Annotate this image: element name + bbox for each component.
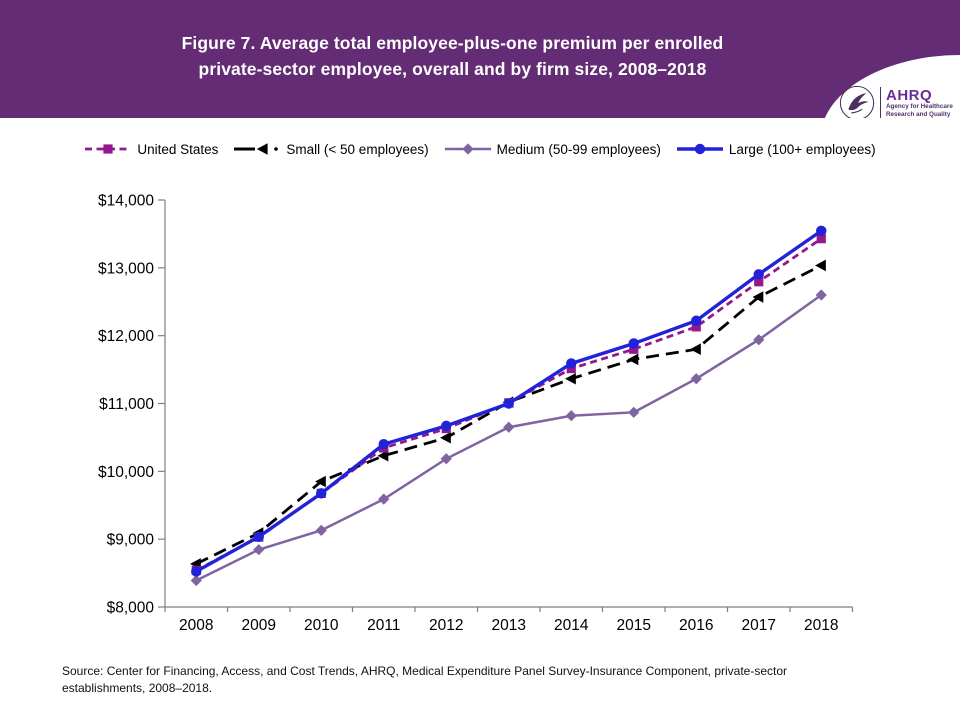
hhs-eagle-icon [839, 85, 875, 118]
axes: $14,000 $13,000 $12,000 $11,000 $10,000 $9,00… [98, 193, 854, 634]
marker-circle [316, 488, 327, 499]
marker-diamond [190, 574, 202, 587]
marker-square [629, 344, 639, 354]
marker-circle [691, 315, 702, 326]
marker-square [816, 234, 826, 244]
marker-circle [191, 566, 202, 577]
y-tick-label: $9,000 [107, 532, 155, 549]
marker-circle [753, 269, 764, 280]
marker-circle [441, 420, 452, 432]
x-tick-label: 2011 [367, 617, 400, 634]
marker-diamond [503, 421, 515, 433]
x-tick-label: 2014 [554, 617, 589, 634]
x-tick-label: 2008 [179, 617, 213, 634]
legend-label: Medium (50-99 employees) [496, 141, 661, 157]
marker-diamond [315, 524, 327, 536]
marker-triangle [752, 291, 764, 303]
x-tick-label: 2010 [304, 617, 339, 634]
marker-circle [628, 338, 639, 349]
marker-diamond [690, 373, 702, 385]
legend-swatch [85, 144, 132, 154]
source-note: Source: Center for Financing, Access, an… [62, 663, 892, 696]
x-tick-label: 2009 [242, 617, 276, 634]
x-tick-label: 2016 [679, 617, 713, 634]
logo-tagline-line2: Research and Quality [886, 110, 951, 118]
marker-circle [503, 398, 514, 409]
legend-label: United States [137, 141, 219, 157]
marker-square [691, 322, 701, 332]
legend-swatch [444, 143, 491, 155]
y-tick-label: $12,000 [98, 328, 154, 345]
marker-circle [566, 358, 577, 369]
header-banner: Figure 7. Average total employee-plus-on… [0, 0, 960, 118]
marker-triangle [627, 353, 639, 366]
legend-item-large-100-employees: Large (100+ employees) [676, 141, 876, 157]
premium-line-chart: $14,000 $13,000 $12,000 $11,000 $10,000 $9,00… [98, 193, 854, 634]
marker-triangle [315, 475, 326, 488]
y-tick-label: $8,000 [107, 600, 155, 617]
y-tick-label: $11,000 [99, 396, 154, 413]
logo-abbrev: AHRQ [886, 87, 933, 104]
series-large-100-employees [191, 225, 827, 577]
marker-square [754, 277, 764, 287]
source-note-line2: establishments, 2008–2018. [62, 680, 213, 695]
marker-triangle [440, 431, 451, 444]
marker-triangle [377, 449, 389, 462]
chart-legend: United States Small (< 50 employees) Mediu… [0, 137, 960, 161]
marker-square [103, 144, 113, 154]
marker-triangle [257, 143, 269, 155]
x-tick-label: 2015 [617, 617, 651, 634]
y-tick-label: $13,000 [98, 260, 154, 277]
legend-item-united-states: United States [84, 141, 218, 157]
legend-item-medium-50-99-employees: Medium (50-99 employees) [444, 141, 661, 157]
marker-circle [694, 143, 706, 155]
y-tick-label: $14,000 [98, 193, 154, 210]
chart-area: $14,000 $13,000 $12,000 $11,000 $10,000 $9,00… [0, 185, 960, 655]
marker-triangle [815, 259, 826, 272]
legend-item-small-50-employees: Small (< 50 employees) [233, 141, 429, 157]
marker-circle [253, 531, 264, 542]
source-note-line1: Source: Center for Financing, Access, an… [62, 664, 788, 678]
series-line [195, 264, 822, 566]
legend-label: Large (100+ employees) [728, 141, 876, 157]
ahrq-logo-content: AHRQ Agency for Healthcare Research and … [838, 80, 960, 118]
logo-divider [880, 87, 881, 118]
legend-swatch [676, 143, 723, 155]
marker-diamond [628, 406, 640, 418]
marker-circle [816, 225, 827, 237]
marker-diamond [253, 544, 265, 556]
figure-title-line1: Figure 7. Average total employee-plus-on… [181, 33, 724, 53]
marker-circle [378, 439, 389, 450]
logo-tagline-line1: Agency for Healthcare [886, 103, 953, 110]
marker-diamond [565, 410, 577, 422]
figure-title-line2: private-sector employee, overall and by … [198, 59, 707, 79]
legend-label: Small (< 50 employees) [286, 141, 429, 157]
marker-diamond [461, 143, 474, 155]
marker-diamond [815, 289, 827, 301]
series-line [195, 293, 822, 582]
marker-diamond [378, 493, 390, 505]
y-tick-label: $10,000 [98, 464, 154, 481]
marker-triangle [690, 343, 701, 356]
legend-swatch [234, 143, 279, 155]
x-tick-label: 2017 [742, 617, 776, 634]
x-tick-label: 2013 [492, 617, 526, 634]
figure-title: Figure 7. Average total employee-plus-on… [30, 30, 875, 82]
marker-diamond [440, 453, 452, 465]
series-small-50-employees [190, 259, 826, 570]
marker-triangle [565, 372, 576, 385]
x-tick-label: 2018 [804, 617, 838, 634]
x-tick-label: 2012 [429, 617, 463, 634]
series-medium-50-99-employees [190, 289, 827, 587]
